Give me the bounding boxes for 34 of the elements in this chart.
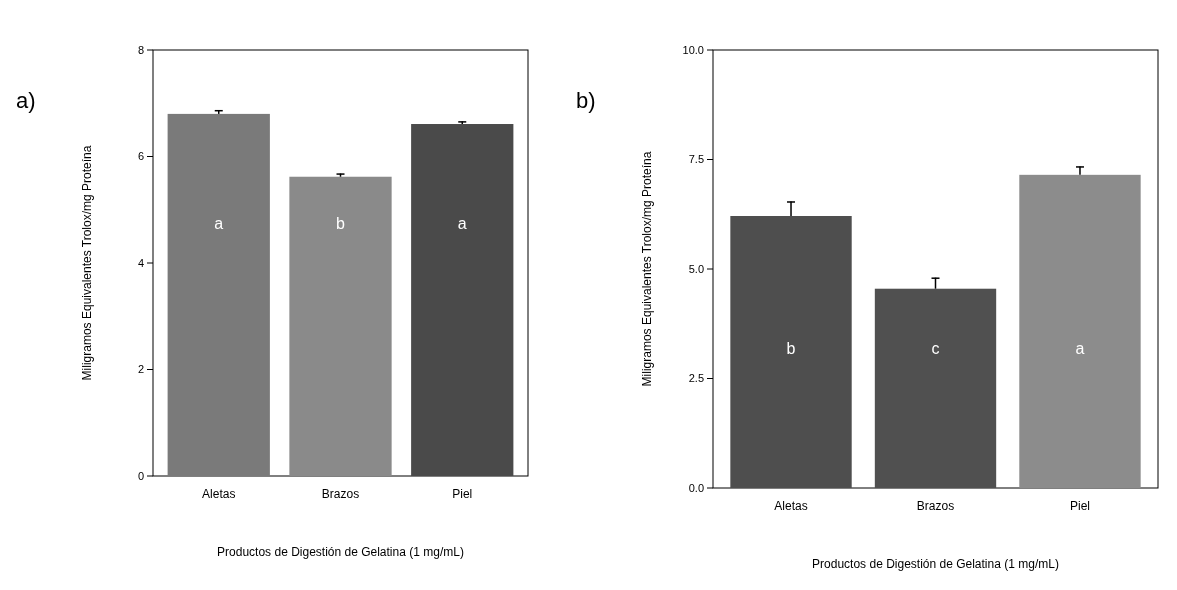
x-tick-label: Piel — [1069, 499, 1090, 513]
x-tick-label: Brazos — [321, 487, 360, 501]
y-tick-label: 4 — [137, 256, 144, 269]
text: b) — [576, 88, 596, 113]
annotation: b — [336, 214, 346, 232]
bar — [874, 288, 997, 488]
y-axis-title: Miligramos Equivalentes Trolox/mg Proteína — [640, 151, 654, 387]
annotation: a — [1075, 339, 1085, 357]
x-axis-title: Productos de Digestión de Gelatina (1 mg/mL) — [812, 557, 1059, 571]
y-tick-label: 10.0 — [682, 43, 704, 56]
x-tick-label: Piel — [452, 487, 473, 501]
annotation: a — [457, 214, 467, 232]
annotation: a — [214, 214, 224, 232]
bar — [411, 124, 514, 476]
y-tick-label: 6 — [137, 150, 144, 163]
annotation: c — [931, 339, 940, 357]
x-axis-title: Productos de Digestión de Gelatina (1 mg/mL) — [217, 545, 464, 559]
y-tick-label: 0 — [137, 469, 144, 482]
bar — [1019, 174, 1141, 488]
annotation: b — [786, 339, 796, 357]
x-tick-label: Aletas — [202, 487, 236, 501]
y-tick-label: 0.0 — [688, 481, 704, 494]
y-tick-label: 7.5 — [688, 153, 704, 166]
y-tick-label: 2 — [137, 363, 144, 376]
x-tick-label: Brazos — [916, 499, 955, 513]
y-axis-title: Miligramos Equivalentes Trolox/mg Proteína — [80, 145, 94, 381]
x-tick-label: Aletas — [774, 499, 808, 513]
bar — [289, 176, 392, 476]
bar — [730, 216, 852, 488]
y-tick-label: 5.0 — [688, 262, 704, 275]
bar — [167, 113, 270, 476]
text: a) — [16, 88, 36, 113]
y-tick-label: 8 — [137, 43, 144, 56]
y-tick-label: 2.5 — [688, 372, 704, 385]
